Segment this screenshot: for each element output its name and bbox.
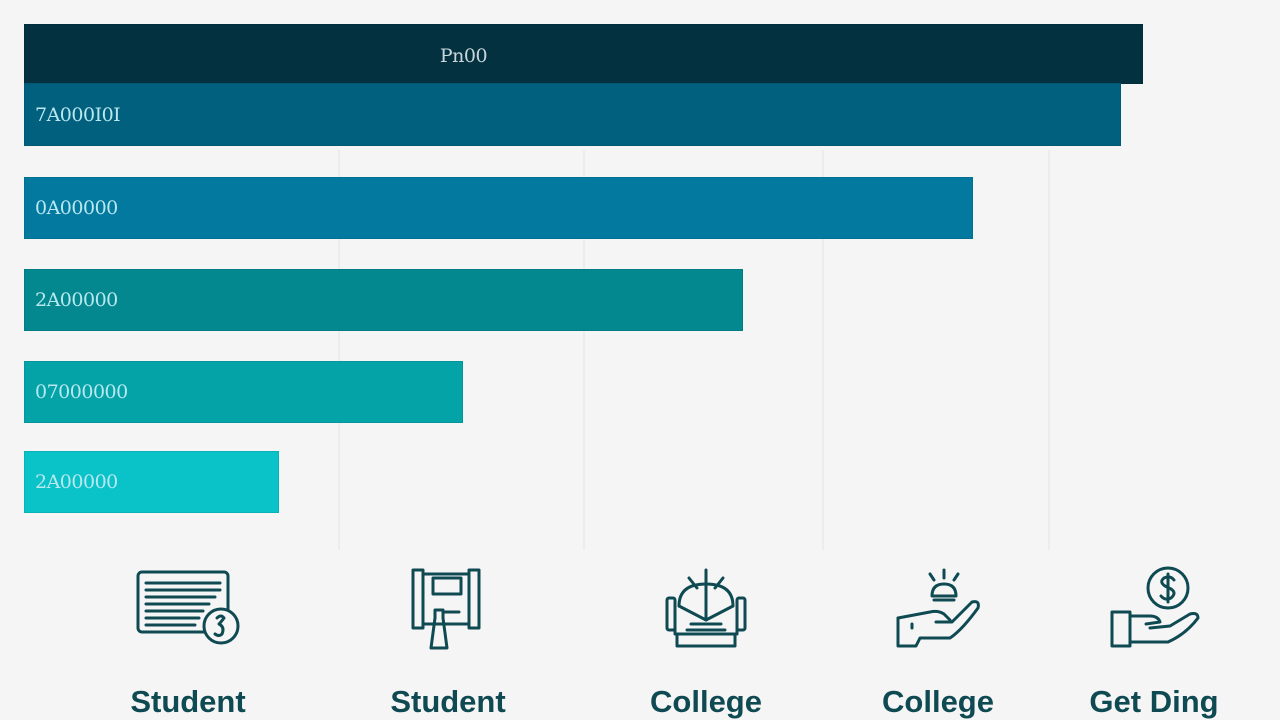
bar-label: Pn00 bbox=[439, 45, 488, 67]
graduation-book-icon bbox=[665, 568, 747, 648]
document-coin-icon bbox=[136, 570, 240, 645]
category-label: College bbox=[882, 684, 994, 719]
gridline bbox=[583, 150, 585, 550]
monitor-flask-icon bbox=[411, 568, 481, 650]
bar-label: 0A00000 bbox=[35, 197, 118, 219]
category-get-ding: Get Ding bbox=[1034, 560, 1274, 720]
bar-label: 7A000I0I bbox=[35, 103, 121, 126]
gridline bbox=[822, 150, 824, 550]
bar-3: 2A00000 bbox=[24, 269, 743, 331]
bar-0: Pn00 bbox=[24, 24, 1143, 84]
category-label: College bbox=[650, 684, 762, 719]
category-student-2: Student bbox=[328, 560, 568, 720]
gridline bbox=[338, 150, 340, 550]
bar-2: 0A00000 bbox=[24, 177, 973, 239]
bar-label: 2A00000 bbox=[35, 289, 118, 311]
bar-4: 07000000 bbox=[24, 361, 463, 423]
bar-label: 2A00000 bbox=[35, 471, 118, 493]
category-college-1: College bbox=[586, 560, 826, 720]
category-label: Get Ding bbox=[1089, 684, 1219, 719]
bar-1: 7A000I0I bbox=[24, 83, 1121, 146]
gridline bbox=[1048, 150, 1050, 550]
bar-label: 07000000 bbox=[35, 381, 128, 403]
category-label: Student bbox=[390, 684, 506, 719]
category-student-1: Student bbox=[68, 560, 308, 720]
hand-lightbulb-icon bbox=[896, 568, 980, 648]
category-label: Student bbox=[130, 684, 246, 719]
bar-5: 2A00000 bbox=[24, 451, 279, 513]
category-college-2: College bbox=[818, 560, 1058, 720]
hand-dollar-coin-icon bbox=[1110, 566, 1200, 648]
